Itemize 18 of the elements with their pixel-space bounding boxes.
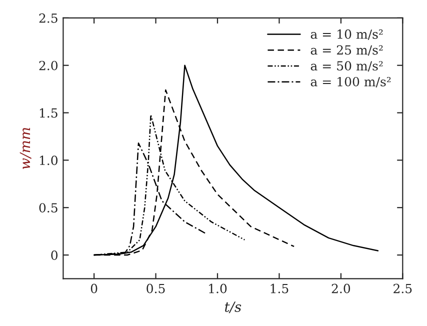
y-tick-label: 0 bbox=[51, 250, 58, 260]
legend-label: a = 50 m/s² bbox=[310, 61, 383, 72]
x-tick-label: 0 bbox=[90, 284, 98, 294]
x-tick-label: 2.5 bbox=[394, 284, 412, 294]
x-tick-label: 1.5 bbox=[270, 284, 288, 294]
legend-label: a = 25 m/s² bbox=[310, 45, 383, 56]
legend-label: a = 10 m/s² bbox=[310, 29, 383, 40]
x-tick-label: 2.0 bbox=[332, 284, 350, 294]
y-tick-label: 1.5 bbox=[40, 108, 58, 118]
y-tick-label: 0.5 bbox=[39, 203, 58, 213]
y-axis-title: w/mm bbox=[20, 128, 32, 170]
legend-label: a = 100 m/s² bbox=[310, 76, 391, 88]
x-axis-title: t/s bbox=[224, 302, 242, 314]
x-tick-label: 1.0 bbox=[209, 284, 227, 294]
y-tick-label: 1.0 bbox=[40, 156, 58, 166]
x-tick-label: 0.5 bbox=[146, 284, 165, 294]
y-tick-label: 2.0 bbox=[39, 60, 58, 70]
y-tick-label: 2.5 bbox=[39, 13, 58, 23]
